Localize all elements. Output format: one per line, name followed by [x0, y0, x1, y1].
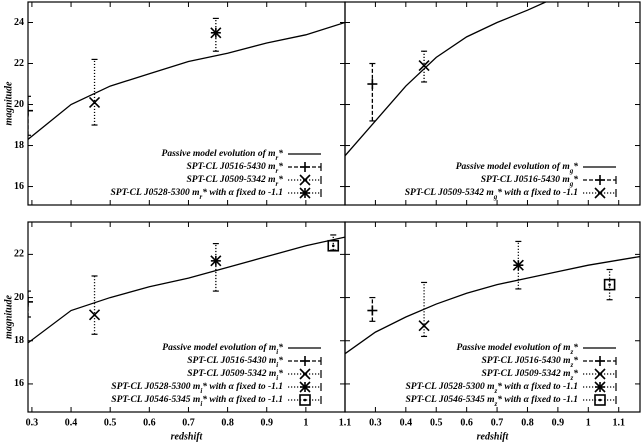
legend-label: Passive model evolution of mg*	[456, 161, 579, 174]
plot-area	[28, 234, 345, 344]
data-point	[367, 79, 378, 90]
legend-label: SPT-CL J0516-5430 mz*	[481, 355, 578, 368]
y-tick-label: 16	[14, 378, 24, 389]
error-bar	[369, 296, 376, 322]
y-tick-label: 18	[14, 140, 24, 151]
legend-label: SPT-CL J0528-5300 mr* with α fixed to -1…	[111, 187, 284, 200]
y-axis-label: magnitude	[3, 81, 14, 125]
legend-label: SPT-CL J0528-5300 mi* with α fixed to -1…	[111, 381, 283, 394]
error-bar	[28, 290, 31, 318]
error-bar	[212, 17, 219, 52]
error-bar	[91, 58, 98, 126]
error-bar	[212, 242, 219, 292]
plot-area	[345, 2, 546, 157]
data-point	[418, 320, 430, 332]
model-line	[345, 2, 546, 157]
y-tick-label: 24	[14, 17, 24, 28]
model-line	[28, 236, 345, 344]
y-tick-label: 20	[14, 292, 24, 303]
x-axis-label: redshift	[171, 431, 204, 442]
legend-label: SPT-CL J0516-5430 mr*	[186, 161, 283, 174]
data-point	[512, 259, 524, 271]
legend-key	[288, 394, 322, 406]
legend-key	[288, 381, 322, 393]
y-tick-label: 22	[14, 58, 24, 69]
data-point	[88, 309, 101, 321]
x-tick-label: 0.9	[260, 417, 273, 428]
x-tick-label: 0.5	[104, 417, 117, 428]
x-tick-label: 0.8	[521, 417, 534, 428]
model-line	[345, 255, 640, 355]
x-tick-label: 1.1	[612, 417, 625, 428]
error-bar	[28, 95, 31, 136]
legend-key	[583, 187, 617, 199]
legend-key	[583, 368, 617, 380]
x-tick-label: 0.5	[430, 417, 443, 428]
legend-label: SPT-CL J0516-5430 mi*	[187, 355, 283, 368]
x-tick-label: 0.6	[460, 417, 473, 428]
legend-key	[288, 187, 322, 199]
data-point	[418, 59, 430, 72]
error-bar	[515, 240, 522, 290]
x-tick-label: 0.3	[26, 417, 39, 428]
data-point	[210, 27, 222, 39]
x-tick-label: 0.7	[182, 417, 195, 428]
data-point	[210, 255, 222, 267]
legend-label: SPT-CL J0546-5345 mz* with α fixed to -1…	[406, 394, 579, 407]
legend-label: Passive model evolution of mz*	[457, 342, 579, 355]
legend-label: SPT-CL J0509-5342 mi*	[187, 368, 283, 381]
x-tick-label: 0.8	[221, 417, 234, 428]
data-point	[603, 278, 616, 291]
x-tick-label: 0.6	[143, 417, 156, 428]
error-bar	[421, 281, 428, 338]
legend-label: SPT-CL J0528-5300 mz* with α fixed to -1…	[406, 381, 579, 394]
x-tick-label: 0.7	[491, 417, 504, 428]
y-tick-label: 16	[14, 181, 24, 192]
plot-frame	[344, 1, 641, 206]
legend-key	[288, 162, 322, 172]
error-bar	[330, 234, 337, 251]
legend-label: SPT-CL J0509-5342 mr*	[186, 174, 283, 187]
x-tick-label: 1.1	[339, 417, 352, 428]
legend-label: SPT-CL J0516-5430 mg*	[481, 174, 579, 187]
y-tick-label: 22	[14, 249, 24, 260]
legend-label: SPT-CL J0509-5342 mz*	[481, 368, 578, 381]
x-axis-label: redshift	[477, 431, 510, 442]
y-tick-label: 18	[14, 335, 24, 346]
x-tick-label: 1	[586, 417, 591, 428]
x-tick-label: 0.3	[369, 417, 382, 428]
plot-frame	[344, 221, 641, 413]
legend-label: Passive model evolution of mr*	[162, 148, 284, 161]
legend-key	[583, 356, 617, 366]
legend-key	[583, 381, 617, 393]
legend-key	[288, 356, 322, 366]
legend-label: SPT-CL J0546-5345 mi* with α fixed to -1…	[111, 394, 283, 407]
error-bar	[91, 275, 98, 335]
legend-key	[583, 175, 617, 185]
legend-key	[288, 368, 322, 380]
x-tick-label: 1	[303, 417, 308, 428]
data-point	[88, 96, 101, 109]
legend-label: Passive model evolution of mi*	[162, 342, 283, 355]
error-bar	[369, 62, 376, 122]
model-line	[28, 21, 345, 140]
legend-key	[583, 394, 617, 406]
data-point	[28, 296, 33, 307]
x-tick-label: 0.4	[400, 417, 413, 428]
plot-area	[345, 240, 640, 355]
y-axis-label: magnitude	[3, 294, 14, 338]
legend-key	[288, 174, 322, 186]
data-point	[327, 239, 340, 252]
plot-area	[28, 17, 345, 140]
y-tick-label: 20	[14, 99, 24, 110]
x-tick-label: 0.9	[552, 417, 565, 428]
data-point	[367, 305, 378, 316]
data-point	[28, 105, 33, 116]
legend-label: SPT-CL J0509-5342 mg* with α fixed to -1…	[405, 187, 578, 200]
x-tick-label: 0.4	[65, 417, 78, 428]
